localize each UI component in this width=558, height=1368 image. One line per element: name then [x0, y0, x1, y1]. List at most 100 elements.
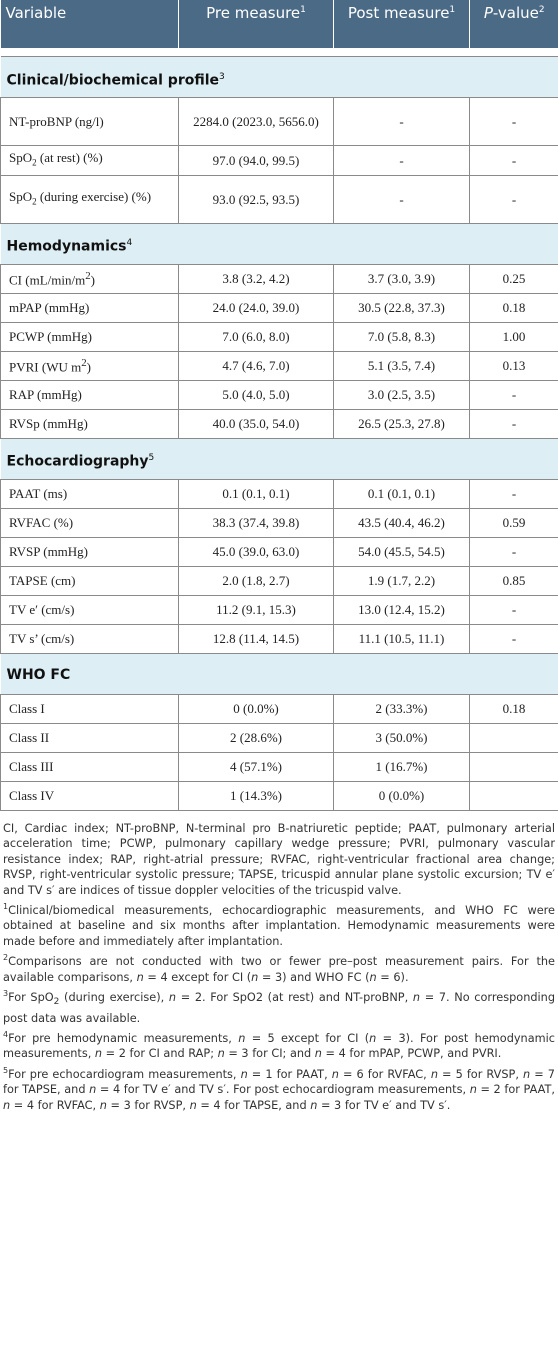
- p-value: 0.59: [469, 507, 558, 538]
- header-variable: Variable: [0, 0, 179, 48]
- p-value: 0.85: [469, 565, 558, 596]
- header-variable-text: Variable: [5, 4, 67, 22]
- row-label: Class III: [0, 751, 179, 782]
- header-p-italic: P: [483, 4, 493, 22]
- table-row: PAAT (ms) 0.1 (0.1, 0.1) 0.1 (0.1, 0.1) …: [0, 478, 558, 509]
- header-post-sup: 1: [449, 5, 456, 15]
- p-value: -: [469, 478, 558, 509]
- pre-value: 1 (14.3%): [178, 780, 334, 811]
- post-value: 13.0 (12.4, 15.2): [333, 594, 470, 625]
- pre-value: 4.7 (4.6, 7.0): [178, 350, 334, 381]
- header-p-text: -value: [492, 4, 539, 22]
- table-row: RVSP (mmHg) 45.0 (39.0, 63.0) 54.0 (45.5…: [0, 536, 558, 567]
- post-value: 26.5 (25.3, 27.8): [333, 408, 470, 439]
- post-value: 2 (33.3%): [333, 693, 470, 724]
- pre-value: 24.0 (24.0, 39.0): [178, 292, 334, 323]
- table-row: Class I 0 (0.0%) 2 (33.3%) 0.18: [0, 693, 558, 724]
- post-value: -: [333, 145, 470, 176]
- row-label: mPAP (mmHg): [0, 292, 179, 323]
- table-row: TV s’ (cm/s) 12.8 (11.4, 14.5) 11.1 (10.…: [0, 623, 558, 654]
- pre-value: 38.3 (37.4, 39.8): [178, 507, 334, 538]
- section-sup: 4: [126, 238, 133, 249]
- section-title: WHO FC: [6, 667, 71, 684]
- table-row: RVSp (mmHg) 40.0 (35.0, 54.0) 26.5 (25.3…: [0, 408, 558, 439]
- p-value: -: [469, 97, 558, 146]
- p-value: 0.13: [469, 350, 558, 381]
- section-title: Echocardiography: [6, 453, 149, 470]
- pre-value: 5.0 (4.0, 5.0): [178, 379, 334, 410]
- table-row: PCWP (mmHg) 7.0 (6.0, 8.0) 7.0 (5.8, 8.3…: [0, 321, 558, 352]
- header-p-sup: 2: [538, 5, 545, 15]
- header-row: Variable Pre measure1 Post measure1 P-va…: [0, 0, 558, 48]
- row-label: RVSP (mmHg): [0, 536, 179, 567]
- row-label: Class II: [0, 722, 179, 753]
- p-value: [469, 751, 558, 782]
- pre-value: 2 (28.6%): [178, 722, 334, 753]
- pre-value: 12.8 (11.4, 14.5): [178, 623, 334, 654]
- pre-value: 11.2 (9.1, 15.3): [178, 594, 334, 625]
- pre-value: 93.0 (92.5, 93.5): [178, 174, 334, 224]
- pre-value: 45.0 (39.0, 63.0): [178, 536, 334, 567]
- post-value: 43.5 (40.4, 46.2): [333, 507, 470, 538]
- table-row: PVRI (WU m2) 4.7 (4.6, 7.0) 5.1 (3.5, 7.…: [0, 350, 558, 381]
- table-row: SpO2 (at rest) (%) 97.0 (94.0, 99.5) - -: [0, 145, 558, 176]
- section-sup: 5: [148, 453, 155, 464]
- pre-value: 2284.0 (2023.0, 5656.0): [178, 97, 334, 146]
- post-value: 1.9 (1.7, 2.2): [333, 565, 470, 596]
- results-table: Variable Pre measure1 Post measure1 P-va…: [0, 0, 558, 811]
- p-value: [469, 780, 558, 811]
- row-label: Class IV: [0, 780, 179, 811]
- table-container: Variable Pre measure1 Post measure1 P-va…: [0, 0, 558, 1114]
- section-who-fc: WHO FC: [0, 652, 558, 695]
- row-label: TV e′ (cm/s): [0, 594, 179, 625]
- footnote-4: 4For pre hemodynamic measurements, n = 5…: [3, 1030, 555, 1061]
- footnote-1: 1Clinical/biomedical measurements, echoc…: [3, 902, 555, 948]
- row-label: PAAT (ms): [0, 478, 179, 509]
- post-value: -: [333, 174, 470, 224]
- post-value: 3 (50.0%): [333, 722, 470, 753]
- p-value: -: [469, 145, 558, 176]
- row-label: TV s’ (cm/s): [0, 623, 179, 654]
- post-value: 3.7 (3.0, 3.9): [333, 263, 470, 294]
- p-value: 0.25: [469, 263, 558, 294]
- section-sup: 3: [219, 71, 225, 82]
- row-label: Class I: [0, 693, 179, 724]
- table-row: NT-proBNP (ng/l) 2284.0 (2023.0, 5656.0)…: [0, 97, 558, 146]
- header-pre: Pre measure1: [178, 0, 334, 48]
- post-value: 1 (16.7%): [333, 751, 470, 782]
- post-value: 7.0 (5.8, 8.3): [333, 321, 470, 352]
- p-value: -: [469, 174, 558, 224]
- header-post: Post measure1: [333, 0, 470, 48]
- table-row: TAPSE (cm) 2.0 (1.8, 2.7) 1.9 (1.7, 2.2)…: [0, 565, 558, 596]
- p-value: -: [469, 408, 558, 439]
- table-row: Class IV 1 (14.3%) 0 (0.0%): [0, 780, 558, 811]
- section-echocardiography: Echocardiography5: [0, 437, 558, 480]
- pre-value: 0.1 (0.1, 0.1): [178, 478, 334, 509]
- post-value: 3.0 (2.5, 3.5): [333, 379, 470, 410]
- post-value: 11.1 (10.5, 11.1): [333, 623, 470, 654]
- pre-value: 97.0 (94.0, 99.5): [178, 145, 334, 176]
- p-value: -: [469, 623, 558, 654]
- row-label: PVRI (WU m2): [0, 350, 179, 381]
- table-row: SpO2 (during exercise) (%) 93.0 (92.5, 9…: [0, 174, 558, 224]
- row-label: RVSp (mmHg): [0, 408, 179, 439]
- p-value: 1.00: [469, 321, 558, 352]
- section-clinical: Clinical/biochemical profile3: [0, 56, 558, 98]
- table-row: mPAP (mmHg) 24.0 (24.0, 39.0) 30.5 (22.8…: [0, 292, 558, 323]
- pre-value: 2.0 (1.8, 2.7): [178, 565, 334, 596]
- pre-value: 0 (0.0%): [178, 693, 334, 724]
- post-value: -: [333, 97, 470, 146]
- row-label: SpO2 (at rest) (%): [0, 145, 179, 176]
- footnotes: CI, Cardiac index; NT-proBNP, N-terminal…: [0, 811, 558, 1114]
- row-label: RAP (mmHg): [0, 379, 179, 410]
- post-value: 5.1 (3.5, 7.4): [333, 350, 470, 381]
- pre-value: 3.8 (3.2, 4.2): [178, 263, 334, 294]
- row-label: TAPSE (cm): [0, 565, 179, 596]
- section-title: Clinical/biochemical profile: [6, 72, 220, 89]
- p-value: [469, 722, 558, 753]
- section-hemodynamics: Hemodynamics4: [0, 222, 558, 265]
- row-label: CI (mL/min/m2): [0, 263, 179, 294]
- p-value: 0.18: [469, 292, 558, 323]
- pre-value: 40.0 (35.0, 54.0): [178, 408, 334, 439]
- p-value: 0.18: [469, 693, 558, 724]
